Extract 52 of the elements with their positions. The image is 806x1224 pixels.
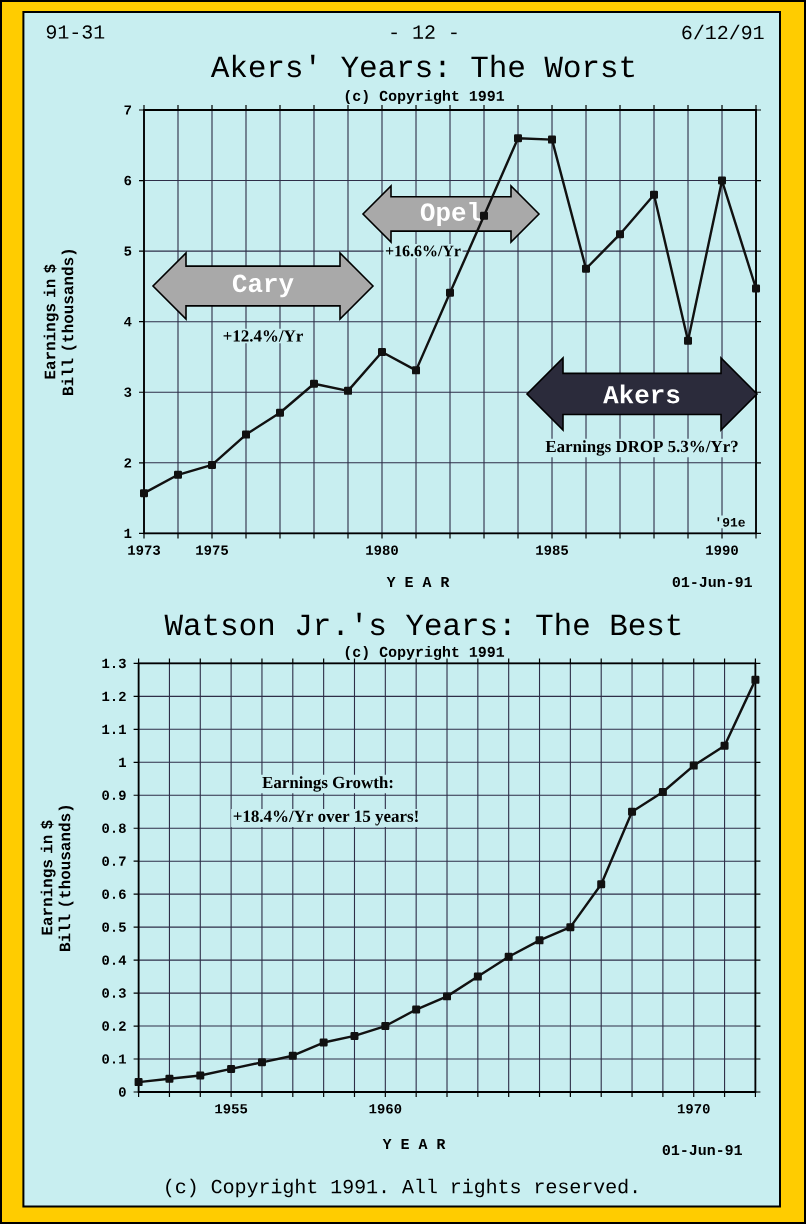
- annotation: Opel: [420, 201, 482, 227]
- point: [548, 135, 556, 144]
- annotation: Earnings DROP 5.3%/Yr?: [545, 440, 738, 456]
- point: [378, 348, 386, 357]
- annotation: +18.4%/Yr over 15 years!: [233, 810, 418, 826]
- annotation: +12.4%/Yr: [223, 330, 303, 342]
- point: [344, 386, 352, 395]
- point: [658, 787, 667, 796]
- point: [319, 1038, 328, 1047]
- point: [381, 1022, 390, 1031]
- point: [165, 1074, 174, 1083]
- point: [140, 489, 148, 498]
- point: [208, 460, 216, 469]
- point: [310, 379, 318, 388]
- annotation: Cary: [232, 274, 294, 298]
- point: [412, 1005, 421, 1014]
- point: [535, 936, 544, 945]
- text: (c) Copyright 1991. All rights reserved.: [166, 1178, 637, 1198]
- point: [276, 408, 284, 417]
- text: 6/12/91: [682, 24, 764, 40]
- chart-title: Akers' Years: The Worst: [210, 54, 634, 78]
- point: [751, 675, 760, 684]
- point: [473, 972, 482, 981]
- point: [628, 807, 637, 816]
- point: [412, 366, 420, 375]
- annotation: Akers: [603, 384, 680, 404]
- point: [134, 1078, 143, 1087]
- point: [446, 288, 454, 297]
- point: [718, 176, 727, 185]
- point: [616, 230, 624, 239]
- point: [720, 741, 729, 750]
- chart-title: Watson Jr.'s Years: The Best: [164, 612, 681, 636]
- text: - 12 -: [391, 25, 457, 39]
- point: [227, 1064, 236, 1073]
- point: [582, 264, 590, 273]
- point: [684, 336, 692, 345]
- point: [650, 190, 658, 199]
- point: [689, 761, 698, 770]
- point: [174, 470, 182, 479]
- annotation: Earnings Growth:: [262, 776, 393, 792]
- text: 91-31: [46, 25, 105, 39]
- point: [242, 430, 250, 439]
- point: [443, 992, 451, 1001]
- point: [196, 1071, 205, 1080]
- point: [504, 952, 513, 961]
- point: [566, 923, 575, 932]
- point: [752, 284, 761, 293]
- point: [514, 134, 522, 143]
- point: [257, 1058, 266, 1067]
- point: [288, 1051, 297, 1060]
- point: [350, 1031, 359, 1040]
- point: [597, 880, 606, 889]
